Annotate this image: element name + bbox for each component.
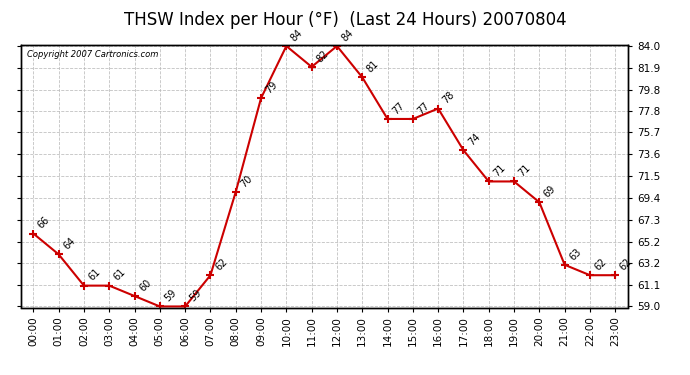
Text: 62: 62 — [618, 256, 634, 272]
Text: 61: 61 — [87, 267, 102, 283]
Text: 70: 70 — [239, 173, 255, 189]
Text: 78: 78 — [441, 90, 457, 106]
Text: 66: 66 — [36, 215, 52, 231]
Text: 84: 84 — [339, 27, 355, 43]
Text: 84: 84 — [289, 27, 305, 43]
Text: 77: 77 — [391, 100, 406, 116]
Text: 59: 59 — [163, 288, 179, 304]
Text: 77: 77 — [415, 100, 431, 116]
Text: 71: 71 — [491, 163, 507, 178]
Text: THSW Index per Hour (°F)  (Last 24 Hours) 20070804: THSW Index per Hour (°F) (Last 24 Hours)… — [124, 11, 566, 29]
Text: 62: 62 — [213, 256, 229, 272]
Text: 63: 63 — [567, 246, 583, 262]
Text: 81: 81 — [365, 59, 381, 75]
Text: 69: 69 — [542, 184, 558, 200]
Text: 82: 82 — [315, 48, 331, 64]
Text: 62: 62 — [593, 256, 609, 272]
Text: 61: 61 — [112, 267, 128, 283]
Text: 60: 60 — [137, 278, 153, 293]
Text: 59: 59 — [188, 288, 204, 304]
Text: 79: 79 — [264, 80, 279, 95]
Text: 64: 64 — [61, 236, 77, 252]
Text: 74: 74 — [466, 132, 482, 147]
Text: Copyright 2007 Cartronics.com: Copyright 2007 Cartronics.com — [27, 50, 158, 59]
Text: 71: 71 — [517, 163, 533, 178]
